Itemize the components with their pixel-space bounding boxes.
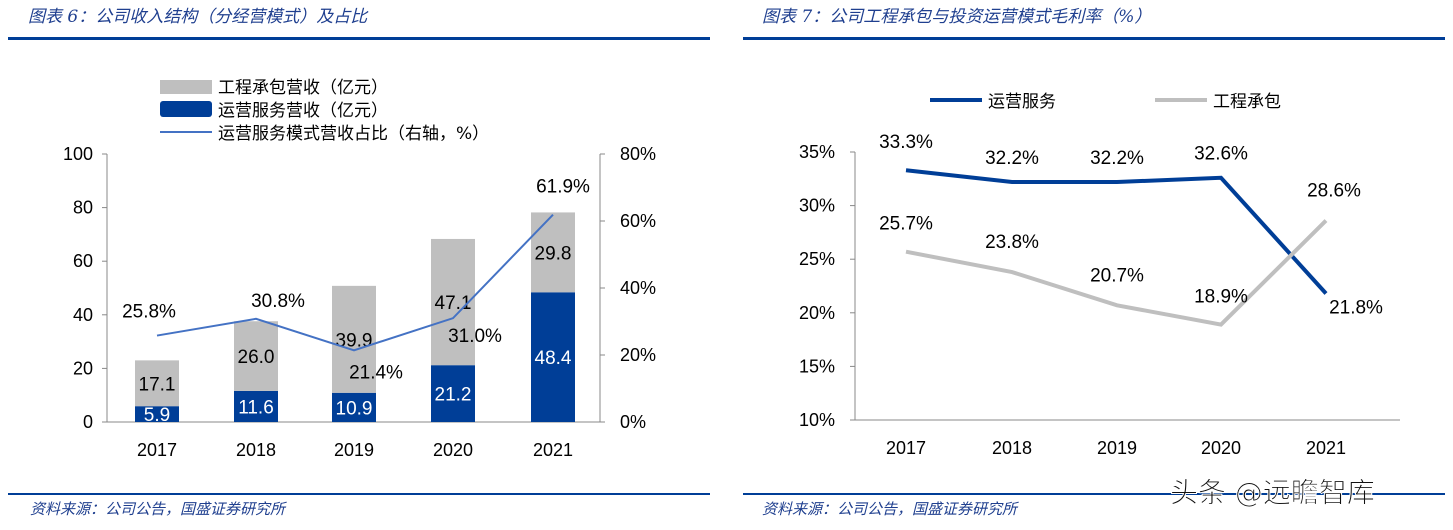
x-tick-label: 2019 [334, 440, 374, 460]
legend-label: 工程承包 [1213, 92, 1281, 112]
line-label: 33.3% [879, 132, 933, 153]
line-label: 25.7% [879, 214, 933, 235]
line-label: 18.9% [1194, 287, 1248, 308]
divider [743, 37, 1445, 40]
line-engineering [905, 219, 1328, 327]
x-tick-label: 2021 [533, 440, 573, 460]
line-label: 28.6% [1307, 181, 1361, 202]
bar-operation [234, 390, 278, 422]
line-label: 25.8% [122, 302, 176, 323]
y2-tick-label: 60% [620, 211, 656, 231]
x-tick-label: 2018 [992, 438, 1032, 458]
line-operation [905, 168, 1328, 295]
bar-label: 26.0 [238, 347, 275, 368]
line-label: 31.0% [448, 326, 502, 347]
line-label: 61.9% [536, 177, 590, 198]
y-tick-label: 20% [799, 303, 835, 323]
legend-label: 运营服务 [988, 92, 1056, 112]
x-tick-label: 2017 [137, 440, 177, 460]
source-note: 资料来源：公司公告，国盛证券研究所 [30, 500, 287, 518]
source-note: 资料来源：公司公告，国盛证券研究所 [762, 500, 1019, 518]
line-label: 21.4% [349, 362, 403, 383]
divider [743, 493, 1445, 495]
line-label: 23.8% [985, 232, 1039, 253]
bar-engineering [531, 212, 575, 293]
y2-tick-label: 80% [620, 144, 656, 164]
bar-engineering [332, 285, 376, 393]
y-tick-label: 0 [83, 412, 93, 432]
legend-label: 运营服务营收（亿元） [218, 101, 388, 121]
bar-label: 39.9 [336, 330, 373, 351]
x-tick-label: 2020 [433, 440, 473, 460]
y2-tick-label: 40% [620, 278, 656, 298]
line-label: 32.6% [1194, 144, 1248, 165]
bar-engineering [234, 321, 278, 391]
bar-label: 10.9 [336, 398, 373, 419]
y-tick-label: 40 [73, 305, 93, 325]
x-tick-label: 2017 [886, 438, 926, 458]
line-label: 30.8% [251, 291, 305, 312]
y-tick-label: 25% [799, 249, 835, 269]
y2-tick-label: 20% [620, 345, 656, 365]
bar-label: 21.2 [435, 385, 472, 406]
x-tick-label: 2021 [1306, 438, 1346, 458]
y-tick-label: 60 [73, 251, 93, 271]
y-tick-label: 100 [63, 144, 93, 164]
x-tick-label: 2019 [1097, 438, 1137, 458]
line-label: 20.7% [1090, 265, 1144, 286]
bar-label: 11.6 [238, 397, 274, 418]
y-tick-label: 15% [799, 356, 835, 376]
legend-label: 运营服务模式营收占比（右轴，%） [218, 124, 489, 144]
bar-engineering [135, 360, 179, 407]
line-label: 32.2% [985, 148, 1039, 169]
line-share [156, 213, 554, 352]
bar-label: 17.1 [139, 374, 176, 395]
x-tick-label: 2020 [1201, 438, 1241, 458]
divider [8, 37, 710, 40]
bar-operation [332, 392, 376, 422]
y-tick-label: 80 [73, 198, 93, 218]
y-tick-label: 30% [799, 196, 835, 216]
bar-label: 5.9 [144, 405, 170, 426]
line-label: 32.2% [1090, 148, 1144, 169]
x-tick-label: 2018 [236, 440, 276, 460]
bar-operation [135, 406, 179, 422]
y-tick-label: 35% [799, 142, 835, 162]
y2-tick-label: 0% [620, 412, 646, 432]
legend-swatch [160, 80, 212, 94]
y-tick-label: 20 [73, 358, 93, 378]
divider [8, 493, 710, 495]
bar-label: 48.4 [535, 348, 572, 369]
chart-title: 图表 7：公司工程承包与投资运营模式毛利率（%） [762, 7, 1151, 27]
bar-operation [431, 365, 475, 422]
legend-label: 工程承包营收（亿元） [218, 78, 388, 98]
watermark: 头条 @远瞻智库 [1170, 476, 1375, 509]
y-tick-label: 10% [799, 410, 835, 430]
chart-title: 图表 6：公司收入结构（分经营模式）及占比 [28, 7, 369, 27]
legend-swatch [160, 101, 212, 117]
bar-operation [531, 292, 575, 422]
bar-label: 29.8 [535, 243, 572, 264]
line-label: 21.8% [1329, 298, 1383, 319]
